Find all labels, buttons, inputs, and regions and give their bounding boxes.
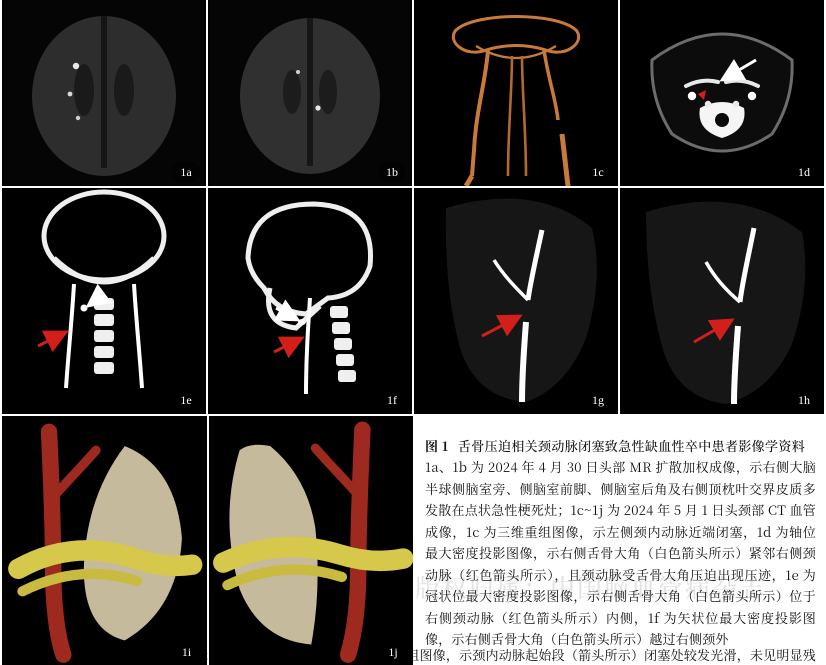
figure-caption: 图 1 舌骨压迫相关颈动脉闭塞致急性缺血性卒中患者影像学资料 1a、1b 为 2… bbox=[425, 435, 816, 649]
panel-1h: 1h bbox=[620, 188, 824, 414]
cta-mpr-1g bbox=[414, 188, 618, 414]
cta-coronal-1e bbox=[2, 188, 206, 414]
cta-mip-axial-1d bbox=[620, 0, 824, 186]
cta-mpr-1h bbox=[620, 188, 824, 414]
panel-label-1h: 1h bbox=[790, 390, 818, 410]
panel-label-1a: 1a bbox=[172, 162, 200, 182]
figure-number: 图 1 bbox=[425, 436, 448, 455]
panel-1f: 1f bbox=[208, 188, 412, 414]
cta-fusion-1i bbox=[2, 416, 207, 665]
panel-1g: 1g bbox=[414, 188, 618, 414]
panel-label-1c: 1c bbox=[584, 162, 612, 182]
figure-caption-side: 1a、1b 为 2024 年 4 月 30 日头部 MR 扩散加权成像，示右侧大… bbox=[425, 457, 816, 648]
panel-label-1f: 1f bbox=[378, 390, 406, 410]
mri-dwi-1a bbox=[2, 0, 206, 186]
row-3: 1i 1j 图 1 舌骨压迫相关颈动脉闭塞致急性缺血性卒中患者影像学资料 bbox=[0, 416, 826, 642]
row-1: 1a 1b bbox=[0, 0, 826, 186]
panel-label-1i: 1i bbox=[173, 642, 201, 662]
panel-1a: 1a bbox=[2, 0, 206, 186]
cta-3d-1c bbox=[414, 0, 618, 186]
panel-1j: 1j bbox=[209, 416, 414, 665]
row-2: 1e bbox=[0, 188, 826, 414]
panel-1e: 1e bbox=[2, 188, 206, 414]
figure-page: 1a 1b bbox=[0, 0, 826, 665]
panel-label-1b: 1b bbox=[378, 162, 406, 182]
cta-fusion-1j bbox=[209, 416, 414, 665]
mri-dwi-1b bbox=[208, 0, 412, 186]
panel-1b: 1b bbox=[208, 0, 412, 186]
panel-label-1j: 1j bbox=[379, 642, 407, 662]
panel-1i: 1i bbox=[2, 416, 207, 665]
panel-label-1e: 1e bbox=[172, 390, 200, 410]
panel-label-1g: 1g bbox=[584, 390, 612, 410]
caption-box: 图 1 舌骨压迫相关颈动脉闭塞致急性缺血性卒中患者影像学资料 1a、1b 为 2… bbox=[415, 416, 824, 665]
panel-label-1d: 1d bbox=[790, 162, 818, 182]
figure-title: 舌骨压迫相关颈动脉闭塞致急性缺血性卒中患者影像学资料 bbox=[458, 436, 805, 455]
cta-sagittal-1f bbox=[208, 188, 412, 414]
panel-1c: 1c bbox=[414, 0, 618, 186]
panel-1d: 1d bbox=[620, 0, 824, 186]
